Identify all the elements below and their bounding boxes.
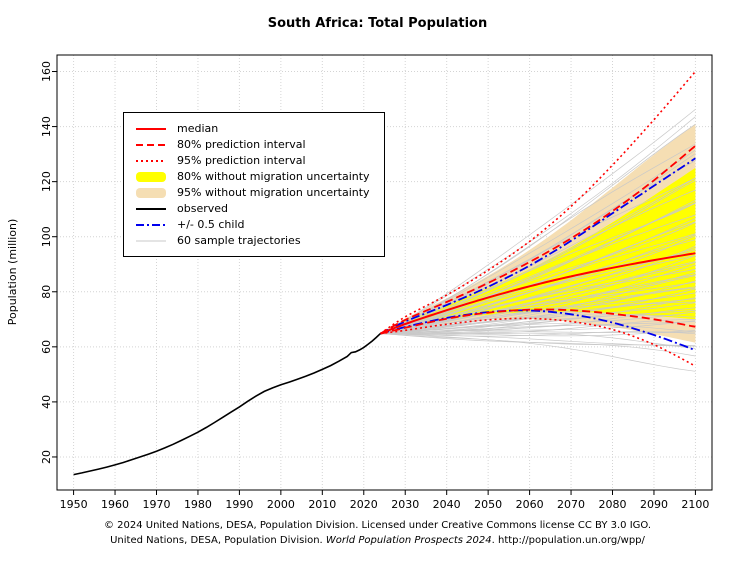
legend-item-median: median (134, 121, 370, 136)
legend-item-halfchild: +/- 0.5 child (134, 217, 370, 232)
dashed-line-swatch (136, 143, 166, 146)
y-tick-label: 140 (40, 116, 53, 137)
footer: © 2024 United Nations, DESA, Population … (0, 518, 755, 548)
yellow-band-rect (136, 171, 166, 182)
legend-item-trajectories: 60 sample trajectories (134, 233, 370, 248)
trajectory-line (380, 333, 696, 357)
x-tick-label: 2050 (474, 498, 502, 511)
y-tick-label: 160 (40, 61, 53, 82)
beige-band-rect (136, 187, 166, 198)
legend-item-95nomig: 95% without migration uncertainty (134, 185, 370, 200)
footer-line-2-suffix: . http://population.un.org/wpp/ (491, 535, 645, 546)
legend-item-95pi: 95% prediction interval (134, 153, 370, 168)
trajectory-line (380, 298, 696, 334)
yellow-band-swatch (136, 171, 166, 182)
legend-item-80nomig: 80% without migration uncertainty (134, 169, 370, 184)
trajectory-line (380, 330, 696, 337)
y-tick-label: 60 (40, 340, 53, 354)
axes: 1950 1960 1970 1980 1990 2000 2010 2020 2030 2040… (40, 54, 713, 511)
x-tick-label: 2060 (516, 498, 544, 511)
x-tick-label: 2090 (640, 498, 668, 511)
legend-item-80pi: 80% prediction interval (134, 137, 370, 152)
trajectory-line (380, 222, 696, 334)
trajectory-line (380, 255, 696, 334)
trajectory-line (380, 149, 696, 334)
trajectory-line (380, 297, 696, 334)
x-tick-label: 2100 (681, 498, 709, 511)
x-tick-label: 2040 (433, 498, 461, 511)
trajectory-line (380, 214, 696, 334)
pi80-upper (379, 145, 696, 335)
trajectory-line (380, 320, 696, 334)
pi95-upper (379, 70, 697, 335)
trajectory-line (380, 333, 696, 372)
median-line-swatch (136, 127, 166, 130)
x-tick-label: 2020 (350, 498, 378, 511)
trajectory-line (380, 332, 696, 349)
legend-box: median 80% prediction interval 95% predi… (123, 112, 385, 257)
legend-label-median: median (177, 122, 219, 135)
x-tick-label: 1970 (142, 498, 170, 511)
footer-line-1: © 2024 United Nations, DESA, Population … (103, 520, 652, 531)
beige-band-swatch (136, 187, 166, 198)
legend-item-observed: observed (134, 201, 370, 216)
footer-line-2: United Nations, DESA, Population Divisio… (0, 533, 755, 548)
x-tick-label: 1950 (60, 498, 88, 511)
projection-curves (379, 70, 697, 367)
median-curve (380, 252, 696, 335)
x-tick-label: 2030 (391, 498, 419, 511)
footer-line-2-prefix: United Nations, DESA, Population Divisio… (110, 535, 326, 546)
dotted-line-swatch (136, 159, 166, 162)
trajectory-line (380, 302, 696, 334)
y-tick-label: 20 (40, 450, 53, 464)
half-child-upper (379, 157, 696, 335)
observed-line-swatch (136, 207, 166, 210)
trajectory-line (380, 269, 696, 334)
population-chart: 1950 1960 1970 1980 1990 2000 2010 2020 2030 2040… (6, 54, 713, 511)
chart-title: South Africa: Total Population (267, 16, 488, 31)
x-tick-label: 1980 (184, 498, 212, 511)
y-axis-label: Population (million) (6, 219, 19, 326)
legend-label-trajectories: 60 sample trajectories (177, 234, 301, 247)
y-tick-label: 40 (40, 395, 53, 409)
x-tick-label: 1960 (101, 498, 129, 511)
dashdot-line-swatch (136, 223, 166, 226)
observed-line (73, 333, 381, 476)
observed-path (73, 333, 381, 476)
trajectory-line (380, 314, 696, 334)
y-tick-label: 120 (40, 171, 53, 192)
trajectory-line (380, 235, 696, 334)
legend-label-80nomig: 80% without migration uncertainty (177, 170, 370, 183)
trajectory-line (380, 331, 696, 334)
trajectory-line (380, 292, 696, 334)
legend-label-observed: observed (177, 202, 228, 215)
trajectory-line (380, 116, 696, 334)
band-80-no-migration (380, 167, 696, 334)
pi80-lower (380, 308, 696, 335)
footer-line-2-italic: World Population Prospects 2024 (325, 535, 492, 546)
pi95-lower (380, 317, 696, 367)
trajectory-line (380, 143, 696, 334)
legend-label-95pi: 95% prediction interval (177, 154, 306, 167)
x-tick-label: 1990 (225, 498, 253, 511)
trajectory-line (380, 272, 696, 334)
uncertainty-bands (380, 123, 696, 343)
gray-line-swatch (136, 240, 166, 241)
trajectory-line (380, 202, 696, 334)
x-tick-label: 2000 (267, 498, 295, 511)
trajectory-line (380, 233, 696, 334)
legend-label-80pi: 80% prediction interval (177, 138, 306, 151)
x-tick-label: 2070 (557, 498, 585, 511)
x-tick-label: 2080 (599, 498, 627, 511)
legend-label-halfchild: +/- 0.5 child (177, 218, 245, 231)
plot-box (56, 54, 713, 491)
y-tick-label: 80 (40, 285, 53, 299)
trajectory-line (380, 123, 696, 334)
trajectory-line (380, 177, 696, 334)
y-tick-label: 100 (40, 226, 53, 247)
x-tick-label: 2010 (308, 498, 336, 511)
legend-label-95nomig: 95% without migration uncertainty (177, 186, 370, 199)
